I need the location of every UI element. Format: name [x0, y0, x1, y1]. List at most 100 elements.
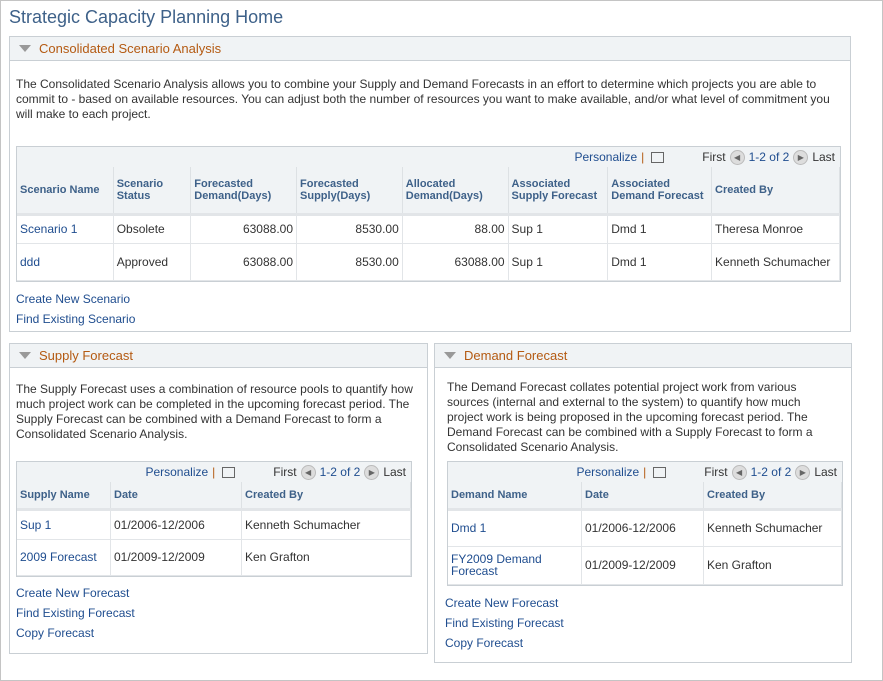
- collapse-icon[interactable]: [444, 352, 456, 359]
- find-existing-scenario-link[interactable]: Find Existing Scenario: [16, 312, 136, 326]
- col-header[interactable]: Scenario Status: [113, 167, 192, 216]
- demand-section: Demand Forecast The Demand Forecast coll…: [434, 343, 852, 663]
- demand-link[interactable]: Dmd 1: [451, 521, 487, 535]
- supply-header[interactable]: Supply Forecast: [10, 344, 427, 368]
- cell: 63088.00: [402, 243, 509, 281]
- create-new-scenario-link[interactable]: Create New Scenario: [16, 292, 131, 306]
- demand-header[interactable]: Demand Forecast: [435, 344, 851, 368]
- supply-section: Supply Forecast The Supply Forecast uses…: [9, 343, 428, 654]
- demand-link[interactable]: FY2009 Demand Forecast: [451, 552, 542, 578]
- cell: Ken Grafton: [241, 539, 411, 576]
- header-row: Supply Name Date Created By: [17, 482, 411, 511]
- find-existing-forecast-link[interactable]: Find Existing Forecast: [445, 616, 564, 630]
- cell: Kenneth Schumacher: [703, 509, 842, 547]
- consolidated-header[interactable]: Consolidated Scenario Analysis: [10, 37, 850, 61]
- cell: 88.00: [402, 214, 509, 244]
- cell: Approved: [113, 243, 192, 281]
- col-header[interactable]: Allocated Demand(Days): [402, 167, 509, 216]
- scenario-link[interactable]: ddd: [20, 254, 41, 269]
- supply-link[interactable]: Sup 1: [20, 517, 52, 532]
- header-row: Scenario Name Scenario Status Forecasted…: [17, 167, 840, 216]
- new-window-icon[interactable]: [222, 466, 236, 478]
- first-label: First: [702, 150, 726, 164]
- col-header[interactable]: Date: [110, 482, 242, 511]
- grid-toolbar: Personalize | First ◀ 1-2 of 2 ▶ Last: [448, 462, 842, 482]
- cell: Ken Grafton: [703, 546, 842, 585]
- col-header[interactable]: Created By: [241, 482, 411, 511]
- cell: 63088.00: [190, 243, 298, 281]
- section-title: Demand Forecast: [464, 348, 568, 363]
- range-label: 1-2 of 2: [319, 465, 361, 479]
- prev-icon[interactable]: ◀: [300, 464, 316, 480]
- cell: 01/2006-12/2006: [581, 509, 704, 547]
- range-label: 1-2 of 2: [748, 150, 790, 164]
- next-icon[interactable]: ▶: [364, 464, 380, 480]
- col-header[interactable]: Supply Name: [17, 482, 111, 511]
- scenario-link[interactable]: Scenario 1: [20, 222, 78, 236]
- col-header[interactable]: Forecasted Supply(Days): [296, 167, 403, 216]
- cell: Theresa Monroe: [711, 214, 840, 244]
- collapse-icon[interactable]: [19, 45, 31, 52]
- range-label: 1-2 of 2: [750, 465, 792, 479]
- copy-forecast-link[interactable]: Copy Forecast: [16, 626, 95, 640]
- cell: 01/2009-12/2009: [581, 546, 704, 585]
- demand-grid: Personalize | First ◀ 1-2 of 2 ▶ Last Deman…: [447, 461, 843, 586]
- cell: Kenneth Schumacher: [241, 509, 411, 540]
- cell: 63088.00: [190, 214, 298, 244]
- find-existing-forecast-link[interactable]: Find Existing Forecast: [16, 606, 135, 620]
- col-header[interactable]: Associated Supply Forecast: [508, 167, 609, 216]
- page-title: Strategic Capacity Planning Home: [9, 7, 284, 27]
- grid-toolbar: Personalize | First ◀ 1-2 of 2 ▶ Last: [17, 147, 840, 167]
- table-row: Scenario 1 Obsolete 63088.00 8530.00 88.…: [17, 214, 840, 244]
- cell: 8530.00: [296, 243, 403, 281]
- personalize-link[interactable]: Personalize: [576, 465, 640, 479]
- create-new-forecast-link[interactable]: Create New Forecast: [16, 586, 130, 600]
- col-header[interactable]: Created By: [703, 482, 842, 511]
- cell: Sup 1: [508, 243, 609, 281]
- table-row: FY2009 Demand Forecast 01/2009-12/2009 K…: [448, 546, 842, 585]
- cell: Sup 1: [508, 214, 609, 244]
- collapse-icon[interactable]: [19, 352, 31, 359]
- col-header[interactable]: Created By: [711, 167, 840, 216]
- scenario-table: Scenario Name Scenario Status Forecasted…: [17, 167, 840, 281]
- prev-icon[interactable]: ◀: [729, 149, 745, 165]
- scenario-grid: Personalize | First ◀ 1-2 of 2 ▶ Last Scena…: [16, 146, 841, 282]
- cell: 01/2006-12/2006: [110, 509, 242, 540]
- table-row: Dmd 1 01/2006-12/2006 Kenneth Schumacher: [448, 509, 842, 547]
- new-window-icon[interactable]: [653, 466, 667, 478]
- header-row: Demand Name Date Created By: [448, 482, 842, 511]
- supply-link[interactable]: 2009 Forecast: [20, 550, 97, 564]
- col-header[interactable]: Demand Name: [448, 482, 582, 511]
- copy-forecast-link[interactable]: Copy Forecast: [445, 636, 524, 650]
- demand-description: The Demand Forecast collates potential p…: [447, 380, 813, 454]
- table-row: 2009 Forecast 01/2009-12/2009 Ken Grafto…: [17, 539, 411, 576]
- consolidated-description: The Consolidated Scenario Analysis allow…: [16, 77, 830, 121]
- create-new-forecast-link[interactable]: Create New Forecast: [445, 596, 559, 610]
- supply-description: The Supply Forecast uses a combination o…: [16, 382, 413, 441]
- separator: |: [641, 150, 645, 164]
- cell: Obsolete: [113, 214, 192, 244]
- cell: Dmd 1: [607, 243, 713, 281]
- separator: |: [212, 465, 216, 479]
- first-label: First: [273, 465, 297, 479]
- new-window-icon[interactable]: [651, 151, 665, 163]
- prev-icon[interactable]: ◀: [731, 464, 747, 480]
- supply-grid: Personalize | First ◀ 1-2 of 2 ▶ Last Suppl…: [16, 461, 412, 577]
- personalize-link[interactable]: Personalize: [145, 465, 209, 479]
- demand-table: Demand Name Date Created By Dmd 1 01/200…: [448, 482, 842, 585]
- grid-toolbar: Personalize | First ◀ 1-2 of 2 ▶ Last: [17, 462, 411, 482]
- cell: 8530.00: [296, 214, 403, 244]
- separator: |: [643, 465, 647, 479]
- col-header[interactable]: Associated Demand Forecast: [607, 167, 713, 216]
- cell: 01/2009-12/2009: [110, 539, 242, 576]
- supply-table: Supply Name Date Created By Sup 1 01/200…: [17, 482, 411, 576]
- col-header[interactable]: Date: [581, 482, 704, 511]
- section-title: Supply Forecast: [39, 348, 133, 363]
- next-icon[interactable]: ▶: [795, 464, 811, 480]
- col-header[interactable]: Forecasted Demand(Days): [190, 167, 298, 216]
- section-title: Consolidated Scenario Analysis: [39, 41, 222, 56]
- personalize-link[interactable]: Personalize: [574, 150, 638, 164]
- col-header[interactable]: Scenario Name: [17, 167, 114, 216]
- next-icon[interactable]: ▶: [793, 149, 809, 165]
- last-label: Last: [814, 465, 837, 479]
